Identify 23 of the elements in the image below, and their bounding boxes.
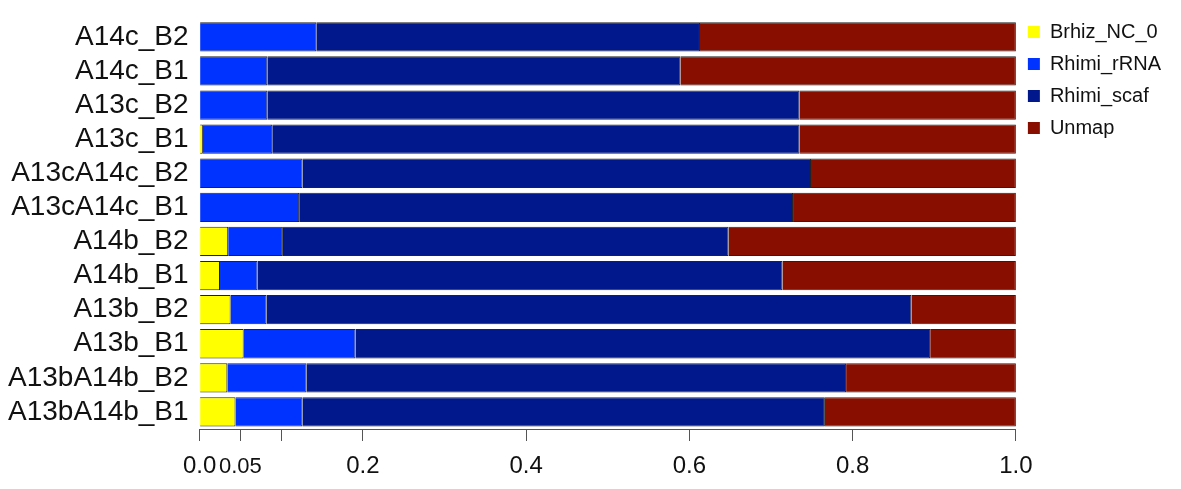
y-tick-label: A13bA14b_B2 bbox=[8, 360, 189, 392]
y-tick-label: A13bA14b_B1 bbox=[8, 394, 189, 426]
legend-label: Brhiz_NC_0 bbox=[1049, 19, 1158, 43]
y-tick-label: A13cA14c_B1 bbox=[11, 190, 189, 222]
x-tick-label: 0.2 bbox=[346, 451, 380, 478]
y-tick-label: A14b_B1 bbox=[73, 258, 189, 290]
y-tick-label: A13c_B2 bbox=[74, 87, 189, 119]
y-tick-label: A13b_B2 bbox=[73, 292, 189, 324]
x-tick-label: 0.05 bbox=[219, 453, 262, 478]
x-tick-label: 0.4 bbox=[509, 451, 543, 478]
y-tick-label: A13cA14c_B2 bbox=[11, 155, 189, 187]
legend-label: Rhimi_rRNA bbox=[1049, 51, 1162, 75]
x-tick-label: 0.0 bbox=[182, 451, 217, 478]
y-tick-label: A14c_B2 bbox=[74, 19, 189, 51]
y-tick-label: A13b_B1 bbox=[73, 326, 189, 358]
y-tick-label: A14b_B2 bbox=[73, 224, 189, 256]
x-tick-label: 0.8 bbox=[835, 451, 870, 478]
y-tick-label: A13c_B1 bbox=[74, 121, 189, 153]
legend-label: Rhimi_scaf bbox=[1049, 83, 1150, 107]
x-tick-label: 1.0 bbox=[999, 451, 1033, 478]
y-tick-label: A14c_B1 bbox=[74, 53, 189, 85]
x-tick-label: 0.6 bbox=[672, 451, 707, 478]
legend-label: Unmap bbox=[1049, 115, 1115, 138]
